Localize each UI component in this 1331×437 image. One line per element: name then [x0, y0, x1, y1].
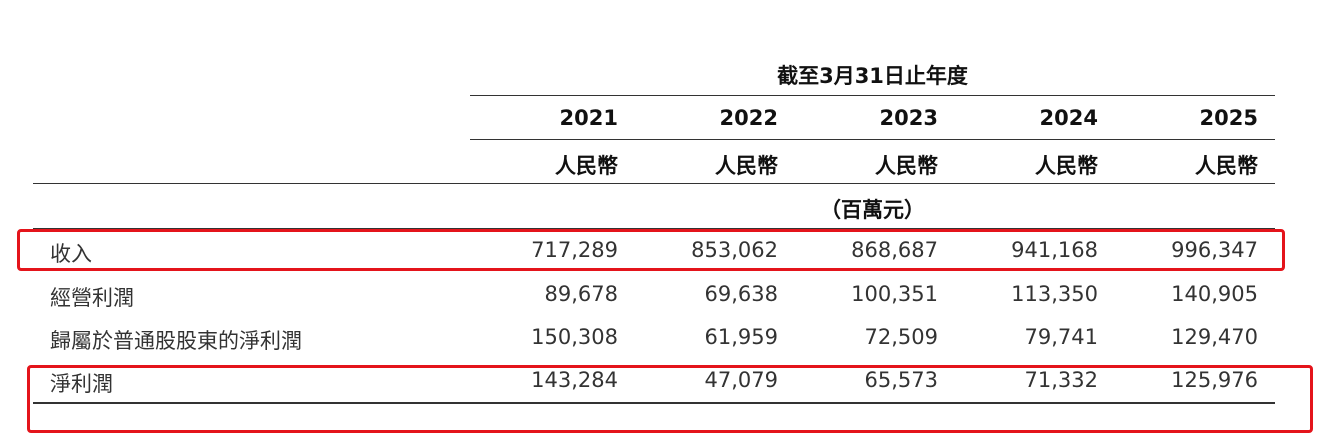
cell-2022: 853,062 — [691, 238, 778, 262]
cell-2021: 717,289 — [531, 238, 618, 262]
period-rule — [470, 95, 1275, 96]
currency-2024: 人民幣 — [1035, 154, 1098, 178]
currency-2021: 人民幣 — [555, 154, 618, 178]
year-2023: 2023 — [879, 106, 938, 130]
cell-2024: 941,168 — [1011, 238, 1098, 262]
year-2022: 2022 — [719, 106, 778, 130]
table-row-revenue: 收入 717,289 853,062 868,687 941,168 996,3… — [0, 232, 1331, 272]
cell-2021: 89,678 — [544, 282, 618, 306]
currency-2025: 人民幣 — [1195, 154, 1258, 178]
cell-2021: 150,308 — [531, 325, 618, 349]
cell-2021: 143,284 — [531, 368, 618, 392]
cell-2025: 125,976 — [1171, 368, 1258, 392]
cell-2024: 113,350 — [1011, 282, 1098, 306]
cell-2025: 140,905 — [1171, 282, 1258, 306]
cell-2025: 996,347 — [1171, 238, 1258, 262]
unit-label: （百萬元） — [820, 198, 925, 222]
cell-2023: 868,687 — [851, 238, 938, 262]
currency-2022: 人民幣 — [715, 154, 778, 178]
period-heading: 截至3月31日止年度 — [777, 64, 968, 88]
cell-2023: 72,509 — [864, 325, 938, 349]
cell-2024: 71,332 — [1024, 368, 1098, 392]
row-label: 淨利潤 — [50, 372, 113, 396]
cell-2022: 69,638 — [704, 282, 778, 306]
year-2021: 2021 — [559, 106, 618, 130]
highlight-box-revenue — [17, 229, 1285, 271]
table-row-net-profit-attributable: 歸屬於普通股股東的淨利潤 150,308 61,959 72,509 79,74… — [0, 319, 1331, 359]
cell-2024: 79,741 — [1024, 325, 1098, 349]
year-2024: 2024 — [1039, 106, 1098, 130]
cell-2022: 61,959 — [704, 325, 778, 349]
cell-2023: 65,573 — [864, 368, 938, 392]
table-bottom-rule — [33, 402, 1275, 404]
row-label: 歸屬於普通股股東的淨利潤 — [50, 329, 302, 353]
year-2025: 2025 — [1199, 106, 1258, 130]
cell-2023: 100,351 — [851, 282, 938, 306]
unit-rule — [33, 228, 1275, 229]
year-rule — [470, 139, 1275, 140]
cell-2022: 47,079 — [704, 368, 778, 392]
highlight-box-net-profit — [27, 365, 1313, 433]
table-row-net-profit: 淨利潤 143,284 47,079 65,573 71,332 125,976 — [0, 362, 1331, 402]
cell-2025: 129,470 — [1171, 325, 1258, 349]
currency-2023: 人民幣 — [875, 154, 938, 178]
row-label: 收入 — [50, 242, 92, 266]
row-label: 經營利潤 — [50, 286, 134, 310]
table-row-operating-profit: 經營利潤 89,678 69,638 100,351 113,350 140,9… — [0, 276, 1331, 316]
currency-rule — [33, 183, 1275, 184]
